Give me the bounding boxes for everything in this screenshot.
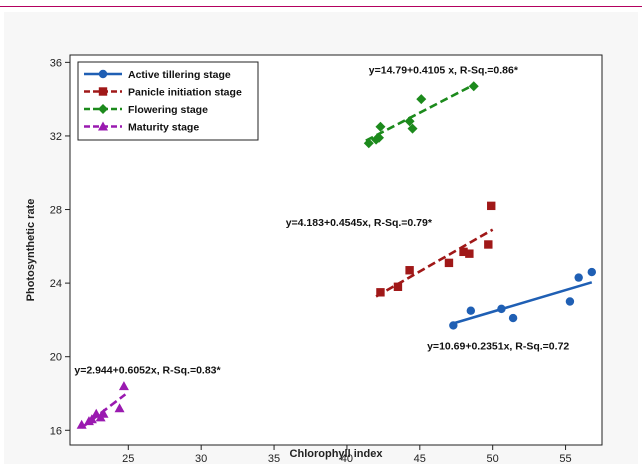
data-point-series-3 [76, 419, 87, 429]
y-tick-label: 24 [50, 278, 62, 290]
data-point-series-0 [466, 306, 476, 315]
x-tick-label: 25 [122, 453, 134, 464]
top-rule [0, 0, 642, 7]
regression-equation-1: y=4.183+0.4545x, R-Sq.=0.79* [286, 217, 433, 229]
y-tick-label: 28 [50, 205, 62, 217]
x-tick-label: 35 [268, 453, 280, 464]
data-point-series-0 [497, 304, 506, 314]
data-point-series-1 [465, 249, 474, 258]
legend-label: Active tillering stage [128, 69, 231, 81]
data-point-series-2 [468, 81, 479, 92]
legend-marker [98, 121, 108, 131]
regression-equation-2: y=10.69+0.2351x, R-Sq.=0.72 [427, 340, 569, 352]
scatter-chart: 25 30 35 40 45 50 55 16 20 24 28 32 36 y=14.79+0.41… [25, 54, 603, 464]
data-point-series-1 [459, 247, 468, 257]
data-point-series-1 [487, 201, 496, 211]
data-point-series-2 [375, 121, 386, 132]
legend-label: Panicle initiation stage [128, 87, 242, 99]
legend-marker [98, 104, 108, 114]
y-tick-label: 36 [50, 57, 62, 69]
data-point-series-0 [565, 297, 575, 306]
data-point-series-2 [373, 132, 384, 143]
y-tick-label: 20 [50, 352, 62, 364]
data-point-series-0 [587, 267, 596, 277]
data-point-series-2 [416, 94, 427, 105]
y-tick-label: 16 [50, 425, 62, 437]
fit-line-series-0 [452, 281, 593, 325]
x-tick-label: 40 [341, 453, 353, 464]
y-tick-label: 32 [50, 131, 62, 143]
legend-label: Maturity stage [128, 122, 199, 134]
regression-equation-0: y=14.79+0.4105 x, R-Sq.=0.86* [369, 64, 519, 76]
data-point-series-1 [484, 240, 493, 249]
legend-marker [98, 87, 108, 96]
data-point-series-2 [363, 138, 374, 149]
data-point-series-1 [444, 258, 454, 268]
data-point-series-2 [407, 123, 418, 134]
data-point-series-3 [91, 408, 102, 418]
data-point-series-1 [405, 266, 414, 275]
y-axis-label: Photosynthetic rate [25, 199, 37, 302]
x-tick-label: 55 [559, 453, 571, 464]
legend-marker [98, 69, 108, 79]
fit-line-series-2 [365, 83, 475, 142]
data-point-series-3 [118, 381, 129, 391]
chart-panel: 25 30 35 40 45 50 55 16 20 24 28 32 36 y=14.79+0.41… [4, 12, 638, 464]
data-point-series-3 [86, 414, 97, 424]
x-axis-label: Chlorophyll index [290, 448, 384, 460]
fit-line-series-1 [375, 228, 494, 298]
data-point-series-0 [508, 313, 518, 323]
data-point-series-1 [393, 282, 403, 291]
data-point-series-0 [449, 321, 458, 330]
x-tick-label: 30 [195, 453, 207, 464]
data-point-series-0 [574, 273, 583, 282]
x-tick-label: 45 [414, 453, 426, 464]
legend-label: Flowering stage [128, 104, 208, 116]
data-point-series-1 [376, 288, 385, 297]
data-point-series-3 [114, 403, 125, 413]
regression-equation-3: y=2.944+0.6052x, R-Sq.=0.83* [74, 364, 221, 376]
data-point-series-2 [404, 116, 415, 127]
x-tick-label: 50 [487, 453, 499, 464]
data-point-series-3 [98, 408, 109, 418]
